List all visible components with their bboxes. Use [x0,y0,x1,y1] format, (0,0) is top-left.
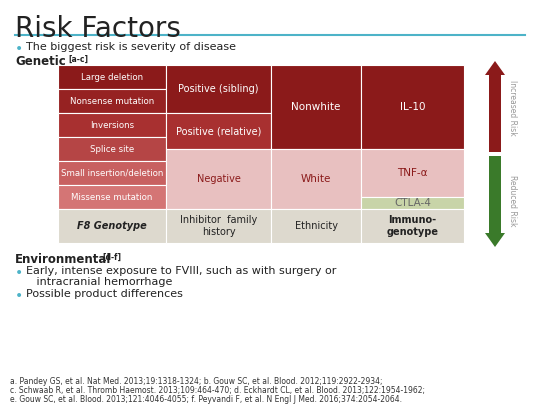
Text: [d-f]: [d-f] [102,253,121,262]
Text: White: White [301,174,331,184]
Text: Small insertion/deletion: Small insertion/deletion [61,168,163,177]
Text: Missense mutation: Missense mutation [71,192,153,202]
Bar [58,113,166,137]
Text: •: • [15,42,23,56]
Bar [361,149,464,197]
Text: c. Schwaab R, et al. Thromb Haemost. 2013;109:464-470; d. Eckhardt CL, et al. Bl: c. Schwaab R, et al. Thromb Haemost. 201… [10,386,425,395]
Bar [58,65,166,89]
Text: F8 Genotype: F8 Genotype [77,221,147,231]
Text: •: • [15,266,23,280]
Text: Nonwhite: Nonwhite [291,102,341,112]
Bar [166,149,271,209]
Bar [58,161,166,185]
Text: CTLA-4: CTLA-4 [394,198,431,208]
Bar [271,149,361,209]
Bar [58,185,166,209]
Bar [166,65,271,113]
Text: IL-10: IL-10 [400,102,426,112]
Text: Reduced Risk: Reduced Risk [509,175,517,226]
Text: Negative: Negative [197,174,240,184]
FancyArrow shape [485,156,505,247]
Text: intracranial hemorrhage: intracranial hemorrhage [26,277,172,287]
Text: a. Pandey GS, et al. Nat Med. 2013;19:1318-1324; b. Gouw SC, et al. Blood. 2012;: a. Pandey GS, et al. Nat Med. 2013;19:13… [10,377,382,386]
Text: Increased Risk: Increased Risk [509,80,517,135]
Text: Immuno-
genotype: Immuno- genotype [387,215,438,237]
FancyArrow shape [485,61,505,152]
Text: Possible product differences: Possible product differences [26,289,183,299]
Bar [58,137,166,161]
Text: Splice site: Splice site [90,145,134,153]
Text: Inversions: Inversions [90,121,134,130]
Bar [166,209,271,243]
Bar [361,209,464,243]
Bar [58,89,166,113]
Bar [361,65,464,149]
Text: Positive (sibling): Positive (sibling) [178,84,259,94]
Bar [166,113,271,149]
Text: Genetic: Genetic [15,55,66,68]
Bar [271,65,361,149]
Bar [361,197,464,209]
Text: Risk Factors: Risk Factors [15,15,181,43]
Text: [a-c]: [a-c] [68,55,88,64]
Bar [58,209,166,243]
Text: Environmental: Environmental [15,253,111,266]
Text: The biggest risk is severity of disease: The biggest risk is severity of disease [26,42,236,52]
Text: e. Gouw SC, et al. Blood. 2013;121:4046-4055; f. Peyvandi F, et al. N Engl J Med: e. Gouw SC, et al. Blood. 2013;121:4046-… [10,395,402,404]
Text: TNF-α: TNF-α [397,168,428,178]
Text: Early, intense exposure to FVIII, such as with surgery or: Early, intense exposure to FVIII, such a… [26,266,336,276]
Text: Nonsense mutation: Nonsense mutation [70,96,154,105]
Text: Large deletion: Large deletion [81,72,143,81]
Text: •: • [15,289,23,303]
Text: Positive (relative): Positive (relative) [176,126,261,136]
Text: Ethnicity: Ethnicity [294,221,338,231]
Text: Inhibitor  family
history: Inhibitor family history [180,215,257,237]
Bar [271,209,361,243]
